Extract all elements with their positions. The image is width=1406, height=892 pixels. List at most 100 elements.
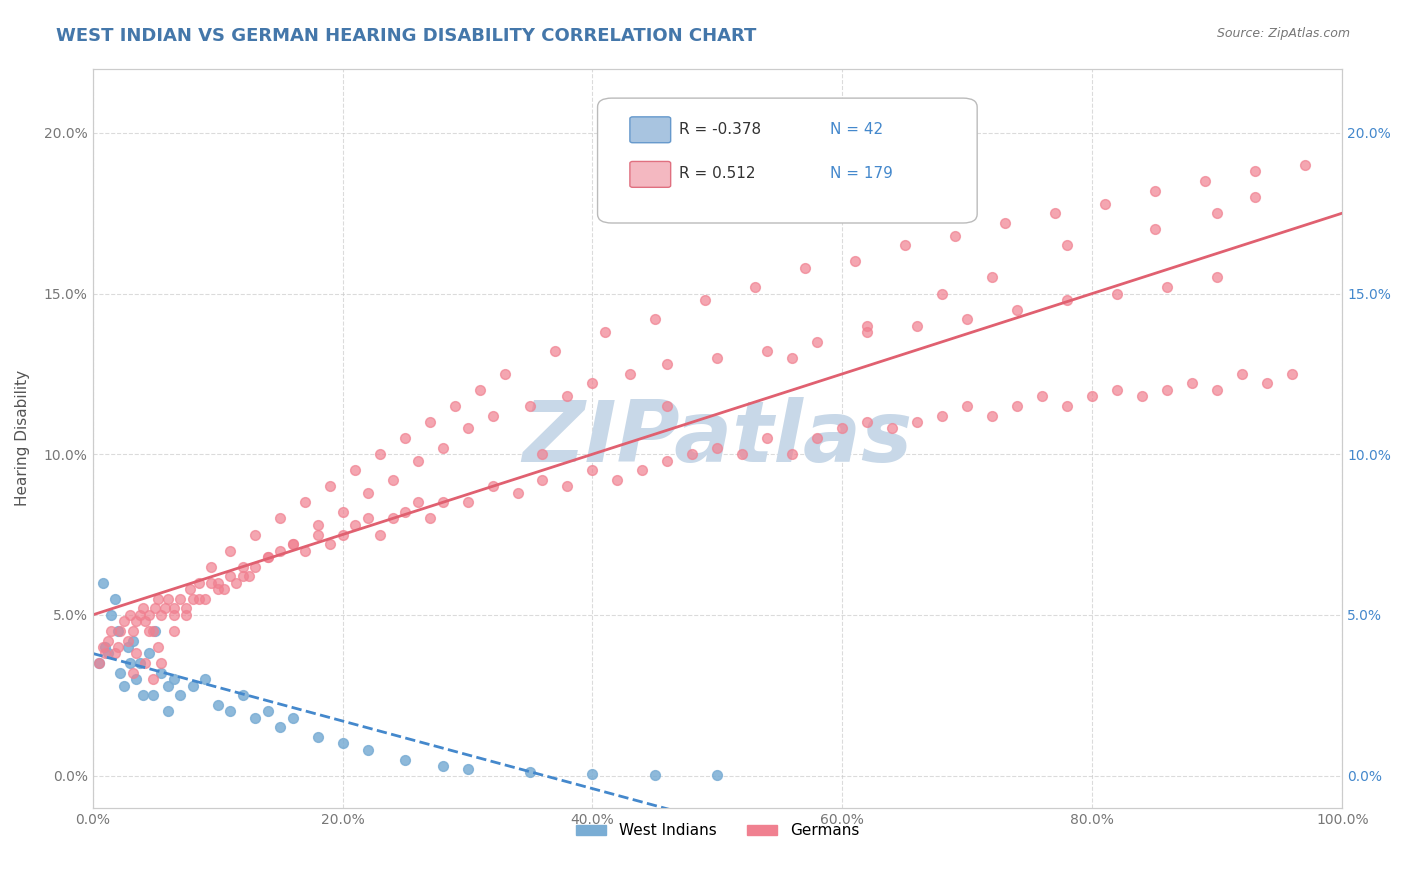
Point — [631, 463, 654, 477]
Point — [142, 688, 165, 702]
Point — [134, 615, 156, 629]
Point — [97, 633, 120, 648]
Point — [806, 431, 828, 445]
Point — [681, 447, 703, 461]
Text: R = -0.378: R = -0.378 — [679, 122, 761, 136]
Point — [519, 399, 541, 413]
Point — [294, 495, 316, 509]
Point — [593, 325, 616, 339]
Point — [181, 679, 204, 693]
Point — [931, 286, 953, 301]
Point — [219, 543, 242, 558]
Point — [1206, 206, 1229, 220]
Point — [581, 767, 603, 781]
Point — [156, 704, 179, 718]
Point — [169, 688, 191, 702]
Point — [138, 607, 160, 622]
Point — [163, 607, 186, 622]
Point — [97, 647, 120, 661]
Point — [606, 473, 628, 487]
Point — [125, 647, 148, 661]
Point — [219, 569, 242, 583]
Point — [356, 485, 378, 500]
Point — [1243, 164, 1265, 178]
Point — [856, 318, 879, 333]
Point — [994, 216, 1017, 230]
Point — [981, 270, 1004, 285]
Point — [457, 762, 479, 776]
Point — [1056, 238, 1078, 252]
Point — [163, 672, 186, 686]
Point — [281, 537, 304, 551]
Point — [943, 228, 966, 243]
Point — [146, 591, 169, 606]
Point — [1294, 158, 1316, 172]
Point — [782, 447, 804, 461]
Text: N = 42: N = 42 — [830, 122, 883, 136]
Point — [112, 679, 135, 693]
Point — [187, 575, 209, 590]
Point — [232, 559, 254, 574]
Legend: West Indians, Germans: West Indians, Germans — [569, 817, 865, 845]
Point — [294, 543, 316, 558]
Point — [1130, 389, 1153, 403]
Point — [143, 601, 166, 615]
Point — [176, 607, 198, 622]
Point — [91, 640, 114, 654]
Point — [129, 607, 152, 622]
Point — [150, 656, 173, 670]
Point — [121, 665, 143, 680]
Point — [1056, 399, 1078, 413]
Point — [544, 344, 567, 359]
Point — [332, 505, 354, 519]
Point — [87, 656, 110, 670]
Point — [581, 376, 603, 391]
Point — [1156, 383, 1178, 397]
Point — [307, 730, 329, 744]
Point — [1143, 222, 1166, 236]
Point — [121, 624, 143, 638]
Point — [207, 582, 229, 597]
Point — [332, 736, 354, 750]
Point — [187, 591, 209, 606]
Point — [1206, 270, 1229, 285]
Point — [1156, 280, 1178, 294]
Point — [1081, 389, 1104, 403]
Point — [1232, 367, 1254, 381]
Point — [1143, 184, 1166, 198]
Point — [134, 656, 156, 670]
Point — [120, 656, 142, 670]
Point — [108, 665, 131, 680]
Point — [200, 559, 222, 574]
Point — [232, 569, 254, 583]
Point — [394, 752, 416, 766]
Point — [744, 280, 766, 294]
Point — [519, 765, 541, 780]
Point — [332, 527, 354, 541]
Text: WEST INDIAN VS GERMAN HEARING DISABILITY CORRELATION CHART: WEST INDIAN VS GERMAN HEARING DISABILITY… — [56, 27, 756, 45]
Point — [432, 495, 454, 509]
Point — [644, 312, 666, 326]
Point — [731, 447, 754, 461]
Point — [179, 582, 201, 597]
Point — [150, 607, 173, 622]
Point — [782, 351, 804, 365]
Point — [104, 647, 127, 661]
Point — [163, 624, 186, 638]
Point — [181, 591, 204, 606]
Point — [225, 575, 247, 590]
Point — [1043, 206, 1066, 220]
Point — [394, 431, 416, 445]
Point — [256, 549, 278, 564]
Point — [256, 704, 278, 718]
Point — [87, 656, 110, 670]
Point — [94, 640, 117, 654]
Point — [756, 431, 779, 445]
Point — [143, 624, 166, 638]
Point — [793, 260, 815, 275]
Point — [1256, 376, 1278, 391]
Point — [806, 334, 828, 349]
Point — [107, 624, 129, 638]
Point — [494, 367, 516, 381]
Point — [125, 615, 148, 629]
